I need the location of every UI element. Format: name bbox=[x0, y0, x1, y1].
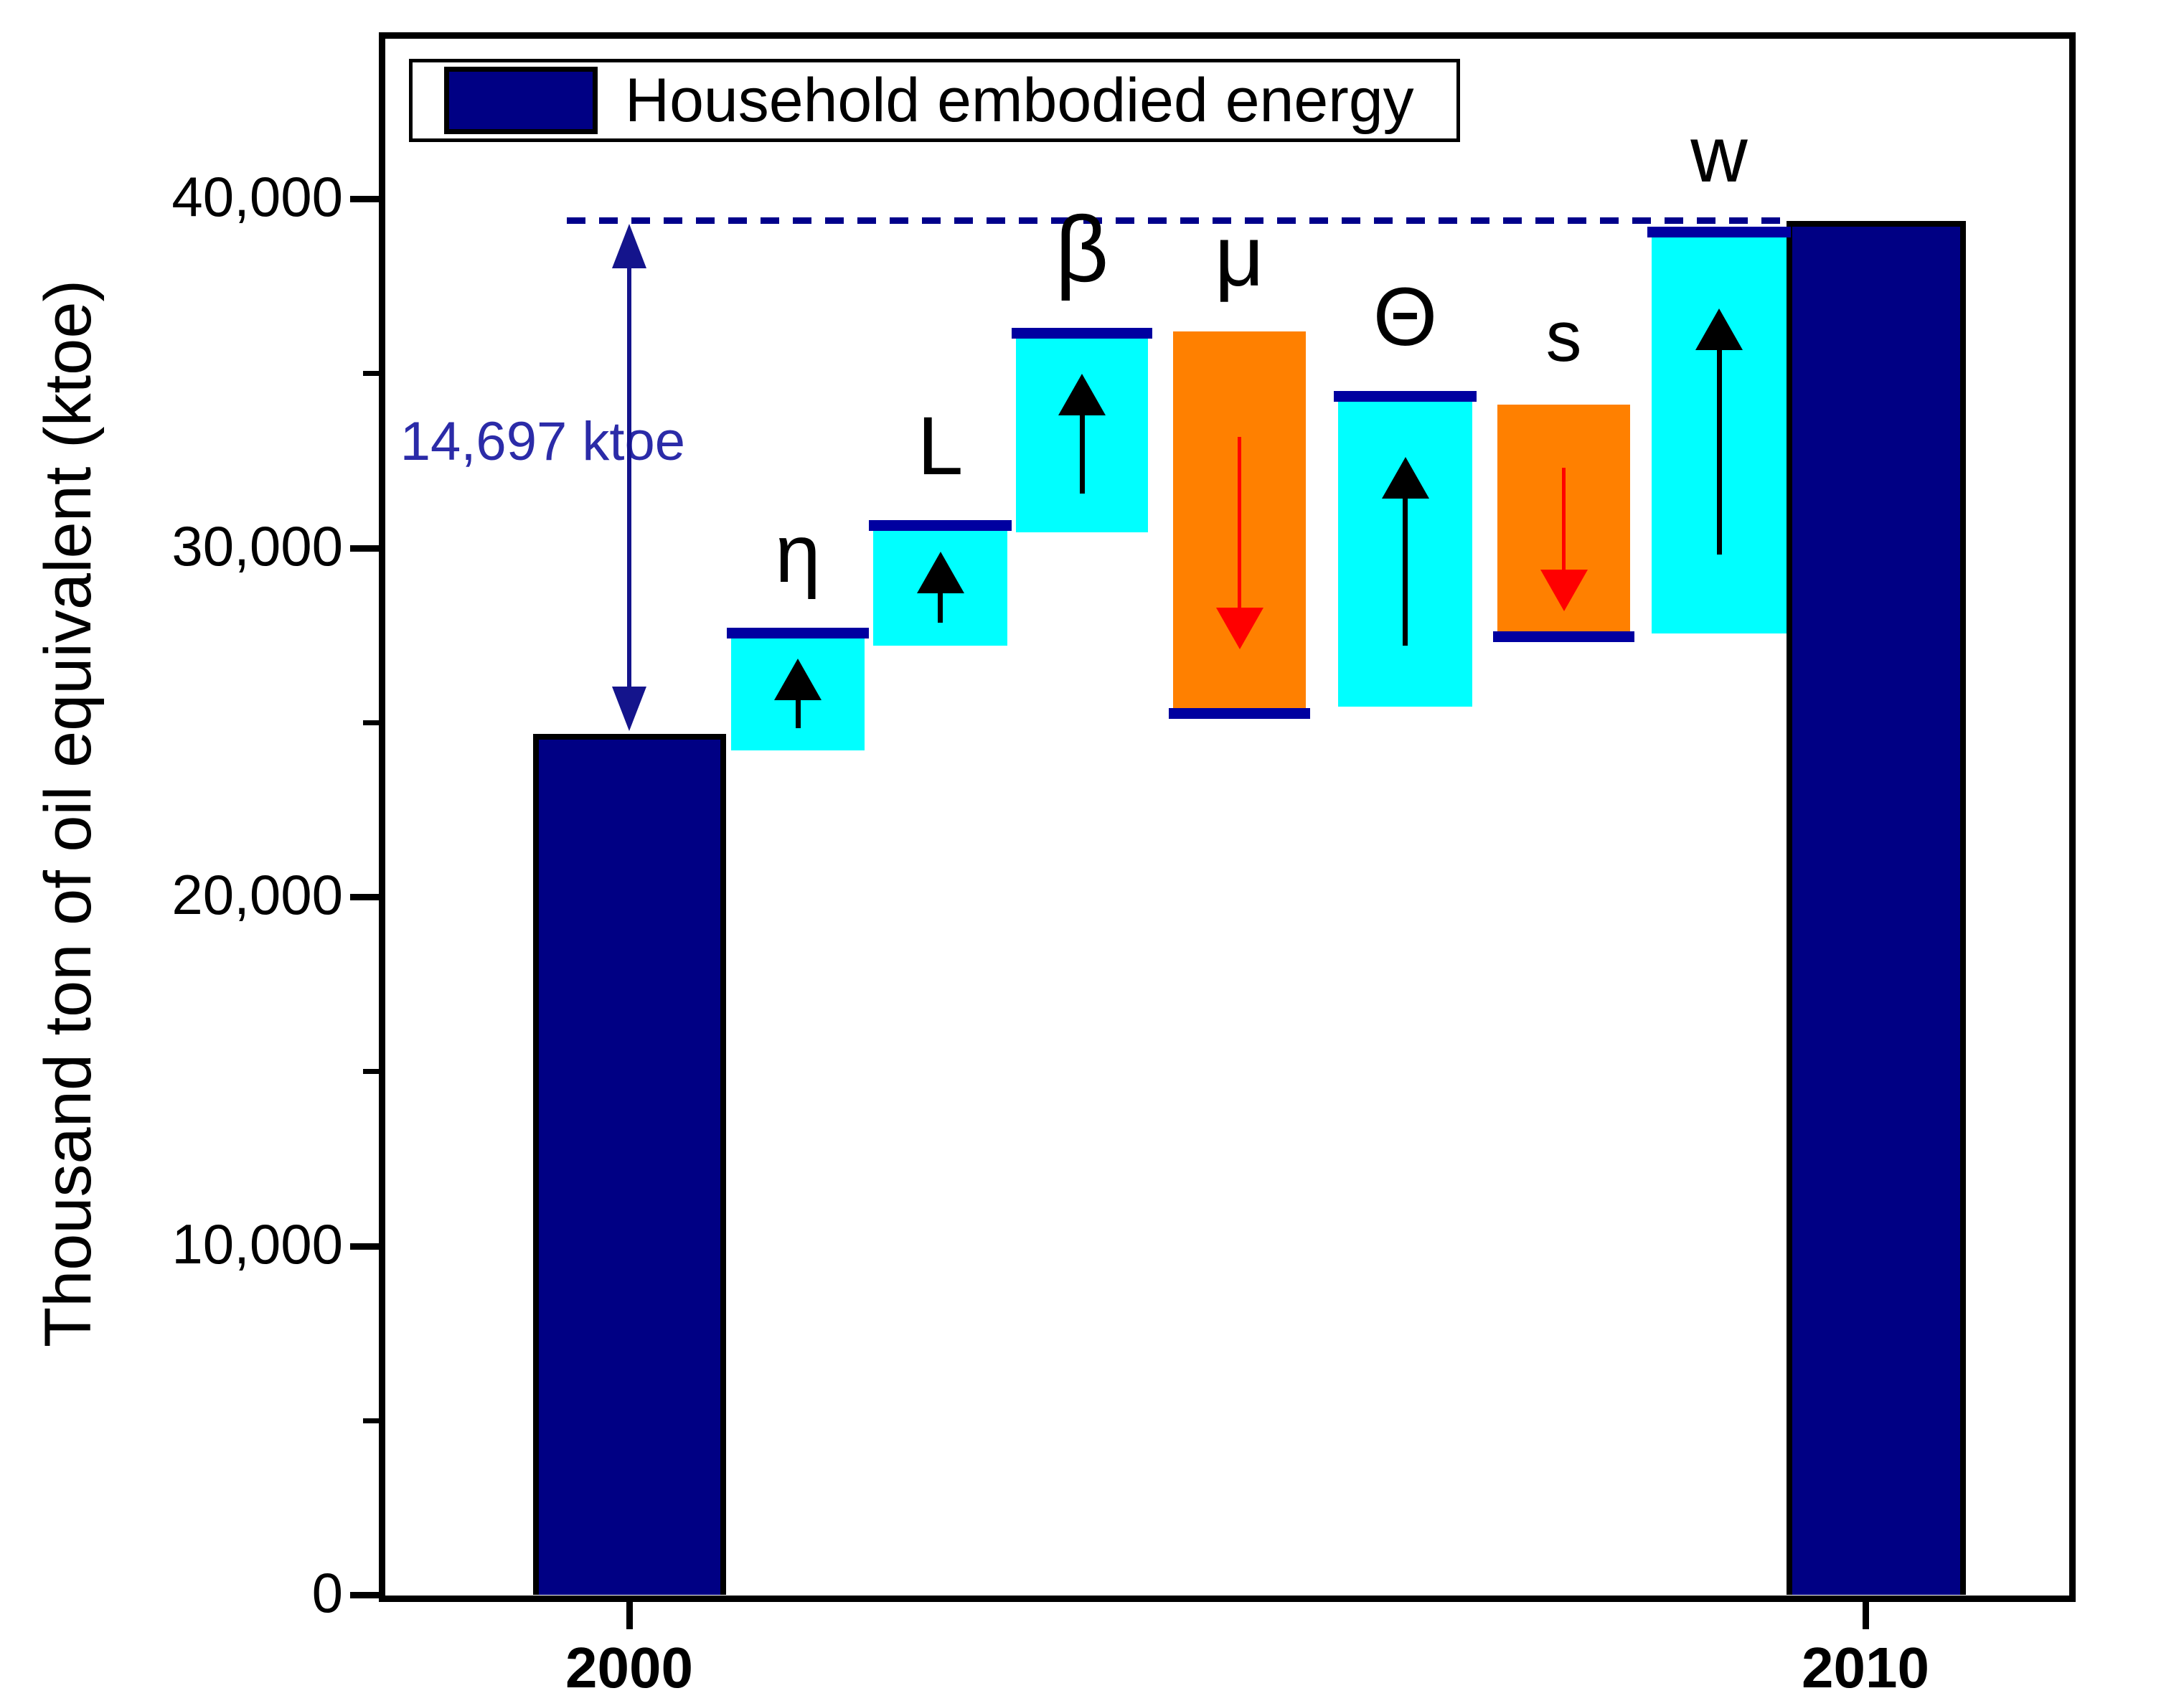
segment-cap bbox=[1493, 631, 1634, 642]
segment-cap bbox=[1647, 227, 1791, 237]
y-tick-label: 0 bbox=[311, 1561, 343, 1624]
x-tick bbox=[626, 1602, 633, 1629]
bar-2010 bbox=[1787, 221, 1966, 1595]
y-minor-tick bbox=[363, 371, 379, 376]
up-arrow-stem bbox=[795, 696, 801, 728]
y-minor-tick bbox=[363, 1418, 379, 1423]
up-arrow-icon bbox=[1381, 457, 1429, 499]
segment-cap bbox=[869, 520, 1012, 531]
legend-swatch bbox=[444, 67, 598, 134]
y-tick-label: 20,000 bbox=[171, 863, 343, 926]
y-major-tick bbox=[350, 894, 379, 900]
segment-label: β bbox=[1055, 197, 1109, 301]
y-minor-tick bbox=[363, 720, 379, 725]
y-major-tick bbox=[350, 1592, 379, 1598]
legend-label: Household embodied energy bbox=[625, 66, 1414, 135]
up-arrow-icon bbox=[774, 659, 822, 700]
y-major-tick bbox=[350, 1243, 379, 1250]
segment-cap bbox=[1169, 708, 1310, 719]
up-arrow-stem bbox=[1403, 494, 1408, 646]
range-arrow-up-head-icon bbox=[612, 224, 646, 268]
x-tick bbox=[1863, 1602, 1869, 1629]
y-tick-label: 10,000 bbox=[171, 1212, 343, 1276]
segment-label: μ bbox=[1214, 208, 1265, 304]
up-arrow-icon bbox=[1058, 374, 1106, 415]
y-major-tick bbox=[350, 196, 379, 202]
segment-label: s bbox=[1545, 296, 1582, 377]
down-arrow-icon bbox=[1540, 570, 1588, 611]
up-arrow-icon bbox=[916, 552, 964, 593]
down-arrow-stem bbox=[1238, 437, 1241, 611]
plot-area-border bbox=[379, 32, 2076, 1602]
segment-cap bbox=[1334, 391, 1477, 402]
up-arrow-stem bbox=[1716, 346, 1722, 555]
x-tick-label: 2000 bbox=[565, 1636, 693, 1700]
segment-label: η bbox=[775, 508, 821, 600]
dashed-target-line bbox=[567, 217, 1787, 224]
legend: Household embodied energy bbox=[409, 59, 1460, 142]
segment-cap bbox=[1012, 328, 1152, 339]
y-minor-tick bbox=[363, 1069, 379, 1074]
annotation-label: 14,697 ktoe bbox=[400, 411, 685, 472]
segment-label: L bbox=[917, 400, 964, 492]
up-arrow-icon bbox=[1695, 308, 1743, 350]
down-arrow-stem bbox=[1562, 468, 1566, 572]
range-arrow-down-head-icon bbox=[612, 687, 646, 731]
y-tick-label: 40,000 bbox=[171, 165, 343, 228]
up-arrow-stem bbox=[1079, 411, 1085, 494]
x-tick-label: 2010 bbox=[1802, 1636, 1929, 1700]
segment-label: w bbox=[1690, 110, 1748, 199]
segment-label: Θ bbox=[1373, 271, 1438, 363]
range-arrow-line bbox=[627, 264, 631, 687]
down-arrow-icon bbox=[1215, 608, 1263, 649]
bar-2000 bbox=[533, 734, 726, 1595]
segment-cap bbox=[727, 628, 869, 638]
y-major-tick bbox=[350, 545, 379, 552]
y-tick-label: 30,000 bbox=[171, 514, 343, 578]
up-arrow-stem bbox=[938, 589, 943, 623]
